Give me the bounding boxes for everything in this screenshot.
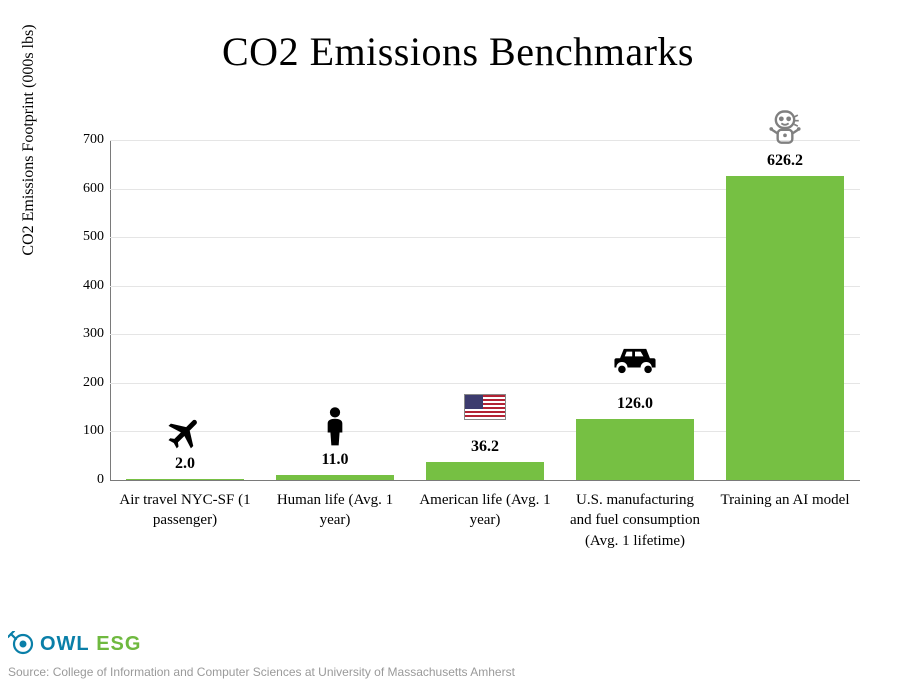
logo-text-owl: OWL: [40, 633, 90, 655]
grid-line: [110, 140, 860, 141]
chart-bar: [576, 419, 694, 480]
y-tick-label: 0: [54, 472, 104, 488]
y-axis-label: CO2 Emissions Footprint (000s lbs): [20, 0, 38, 310]
robot-icon-wrap: [763, 106, 807, 155]
x-axis-label: Training an AI model: [715, 490, 855, 510]
y-tick-label: 600: [54, 181, 104, 197]
plane-icon-wrap: [165, 413, 205, 458]
y-tick-label: 200: [54, 375, 104, 391]
car-icon: [612, 347, 658, 377]
bar-value-label: 126.0: [617, 395, 653, 413]
x-axis-line: [110, 480, 860, 481]
plane-icon: [165, 413, 205, 453]
source-attribution: Source: College of Information and Compu…: [8, 665, 515, 679]
logo-text-esg: ESG: [96, 633, 141, 655]
chart-bar: [726, 176, 844, 480]
logo: OWL ESG: [8, 631, 141, 657]
y-tick-label: 100: [54, 423, 104, 439]
bar-value-label: 36.2: [471, 438, 499, 456]
y-tick-label: 400: [54, 278, 104, 294]
chart-bar: [276, 475, 394, 480]
person-icon: [313, 405, 357, 449]
flag-icon: [464, 394, 506, 420]
x-axis-label: U.S. manufacturing and fuel consumption …: [565, 490, 705, 551]
y-tick-label: 500: [54, 229, 104, 245]
chart-title: CO2 Emissions Benchmarks: [0, 0, 916, 75]
x-axis-label: Human life (Avg. 1 year): [265, 490, 405, 531]
person-icon-wrap: [313, 405, 357, 454]
x-axis-label: American life (Avg. 1 year): [415, 490, 555, 531]
y-tick-label: 700: [54, 132, 104, 148]
chart-bar: [126, 479, 244, 480]
car-icon-wrap: [612, 347, 658, 382]
chart-bar: [426, 462, 544, 480]
x-axis-label: Air travel NYC-SF (1 passenger): [115, 490, 255, 531]
logo-mark-icon: [8, 631, 34, 657]
chart-plot-area: [110, 140, 860, 480]
y-tick-label: 300: [54, 326, 104, 342]
robot-icon: [763, 106, 807, 150]
y-axis-line: [110, 140, 111, 480]
flag-icon-wrap: [464, 394, 506, 420]
